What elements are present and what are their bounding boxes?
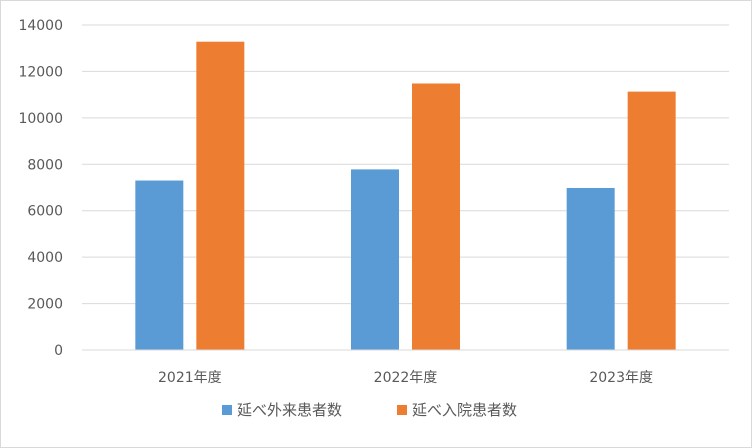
legend-swatch bbox=[397, 405, 407, 415]
x-tick-label: 2021年度 bbox=[158, 370, 222, 386]
bar-inpatient bbox=[196, 41, 245, 350]
bar-outpatient bbox=[351, 169, 399, 350]
y-tick-label: 14000 bbox=[18, 18, 63, 34]
bar-inpatient bbox=[412, 83, 460, 350]
x-tick-label: 2023年度 bbox=[589, 370, 653, 386]
x-axis-tick-labels: 2021年度 2022年度 2023年度 bbox=[158, 370, 653, 386]
legend: 延べ外来患者数 延べ入院患者数 bbox=[222, 401, 517, 419]
y-tick-label: 6000 bbox=[27, 204, 63, 220]
bars bbox=[82, 41, 729, 351]
x-tick-label: 2022年度 bbox=[374, 370, 438, 386]
y-tick-label: 2000 bbox=[27, 297, 63, 313]
y-tick-label: 4000 bbox=[27, 250, 63, 266]
y-tick-label: 12000 bbox=[18, 64, 63, 80]
y-tick-label: 8000 bbox=[27, 157, 63, 173]
legend-label: 延べ入院患者数 bbox=[412, 401, 517, 419]
bar-outpatient bbox=[566, 187, 615, 350]
y-axis-tick-labels: 0 2000 4000 6000 8000 10000 12000 14000 bbox=[18, 18, 63, 359]
y-tick-label: 10000 bbox=[18, 111, 63, 127]
bar-outpatient bbox=[135, 180, 184, 350]
legend-swatch bbox=[222, 405, 232, 415]
bar-inpatient bbox=[627, 91, 676, 350]
legend-label: 延べ外来患者数 bbox=[237, 401, 342, 419]
y-tick-label: 0 bbox=[54, 343, 63, 359]
gridlines bbox=[82, 24, 729, 351]
